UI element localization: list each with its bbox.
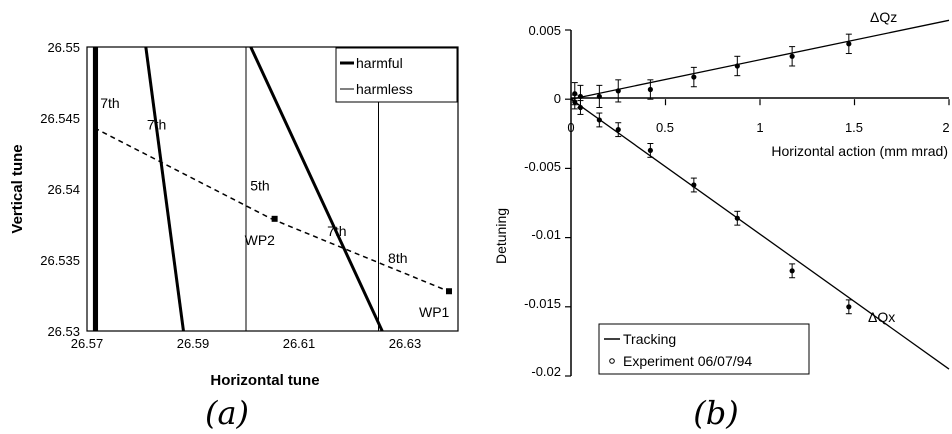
- y-tick-labels: 0.005 0 -0.005 -0.01 -0.015 -0.02: [524, 23, 561, 379]
- series-label-dqx: ΔQx: [868, 309, 895, 325]
- y-tick-label: 26.535: [40, 253, 80, 268]
- resonance-line: [144, 46, 185, 332]
- working-point-marker: [445, 288, 452, 295]
- x-tick-label: 2: [942, 120, 949, 135]
- y-tick-label: 0: [554, 91, 561, 106]
- experiment-point: [691, 182, 697, 188]
- experiment-point: [789, 268, 795, 274]
- y-tick-label: -0.02: [531, 364, 561, 379]
- y-tick-label: 0.005: [528, 23, 561, 38]
- experiment-point: [615, 88, 621, 94]
- plot-area-frame: [86, 46, 459, 332]
- y-tick-label: 26.545: [40, 111, 80, 126]
- x-tick-label: 0: [567, 120, 574, 135]
- experiment-point: [846, 304, 852, 310]
- resonance-order-label: 5th: [250, 177, 269, 193]
- experiment-point: [647, 86, 653, 93]
- resonance-order-label: 7th: [147, 116, 166, 132]
- y-tick-label: 26.54: [47, 182, 80, 197]
- x-tick-label: 26.63: [389, 336, 422, 351]
- axis-tick-marks: [565, 29, 950, 377]
- resonance-line: [94, 127, 272, 220]
- legend-tracking-label: Tracking: [623, 331, 676, 347]
- experiment-point: [577, 104, 584, 111]
- y-tick-label: 26.53: [47, 324, 80, 339]
- experiment-point: [572, 99, 578, 105]
- tracking-fit-line: [570, 98, 950, 370]
- working-point-marker: [271, 215, 278, 222]
- working-point-label: WP1: [419, 304, 450, 320]
- x-axis-label: Horizontal action (mm mrad): [771, 143, 948, 159]
- resonance-order-labels: 7th 7th 5th 7th 8th: [100, 95, 407, 266]
- resonance-order-label: 7th: [327, 223, 346, 239]
- tune-diagram-panel: 26.57 26.59 26.61 26.63 26.53 26.535 26.…: [9, 40, 459, 432]
- tracking-fit-line: [570, 19, 950, 100]
- resonance-order-label: 8th: [388, 250, 407, 266]
- experiment-point: [734, 63, 740, 69]
- experiment-point: [615, 127, 621, 133]
- x-tick-label: 26.61: [283, 336, 316, 351]
- x-tick-labels: 0 0.5 1 1.5 2: [567, 120, 949, 135]
- legend-experiment-label: Experiment 06/07/94: [623, 353, 752, 369]
- y-tick-labels: 26.53 26.535 26.54 26.545 26.55: [40, 40, 80, 339]
- resonance-line: [249, 46, 384, 332]
- resonance-lines: [92, 46, 449, 332]
- legend-box: [335, 47, 458, 103]
- experiment-point: [789, 53, 795, 59]
- x-tick-label: 26.59: [177, 336, 210, 351]
- working-points: WP2 WP1: [245, 215, 452, 320]
- legend-harmless-label: harmless: [356, 81, 413, 97]
- series-label-dqz: ΔQz: [870, 9, 897, 25]
- y-axis-label: Vertical tune: [9, 144, 26, 233]
- experiment-point: [596, 93, 602, 100]
- x-tick-label: 26.57: [71, 336, 104, 351]
- experiment-point: [577, 93, 584, 100]
- y-axis-label: Detuning: [493, 208, 509, 264]
- x-tick-label: 1: [756, 120, 763, 135]
- tracking-fit-lines: [570, 19, 950, 370]
- x-tick-label: 0.5: [656, 120, 674, 135]
- experiment-point: [691, 74, 697, 80]
- legend-experiment-swatch: [609, 358, 615, 364]
- y-tick-label: -0.015: [524, 296, 561, 311]
- experiment-point: [734, 215, 740, 221]
- resonance-line: [271, 218, 449, 292]
- experiment-point: [846, 41, 852, 47]
- y-tick-label: 26.55: [47, 40, 80, 55]
- x-tick-label: 1.5: [845, 120, 863, 135]
- legend-harmful-label: harmful: [356, 55, 403, 71]
- panel-label-b: (b): [693, 394, 738, 432]
- experiment-point: [647, 147, 653, 154]
- y-tick-label: -0.01: [531, 227, 561, 242]
- experiment-points: [571, 33, 852, 315]
- experiment-point: [596, 117, 602, 123]
- legend: Tracking Experiment 06/07/94: [598, 323, 810, 375]
- y-tick-label: -0.005: [524, 159, 561, 174]
- resonance-order-label: 7th: [100, 95, 119, 111]
- legend-box: [598, 323, 810, 375]
- x-tick-labels: 26.57 26.59 26.61 26.63: [71, 336, 422, 351]
- legend: harmful harmless: [335, 47, 458, 103]
- panel-label-a: (a): [205, 394, 249, 432]
- working-point-label: WP2: [245, 232, 276, 248]
- detuning-panel: 0 0.5 1 1.5 2 0.005 0 -0.005 -0.01 -0.01…: [493, 9, 950, 432]
- x-axis-label: Horizontal tune: [210, 372, 319, 389]
